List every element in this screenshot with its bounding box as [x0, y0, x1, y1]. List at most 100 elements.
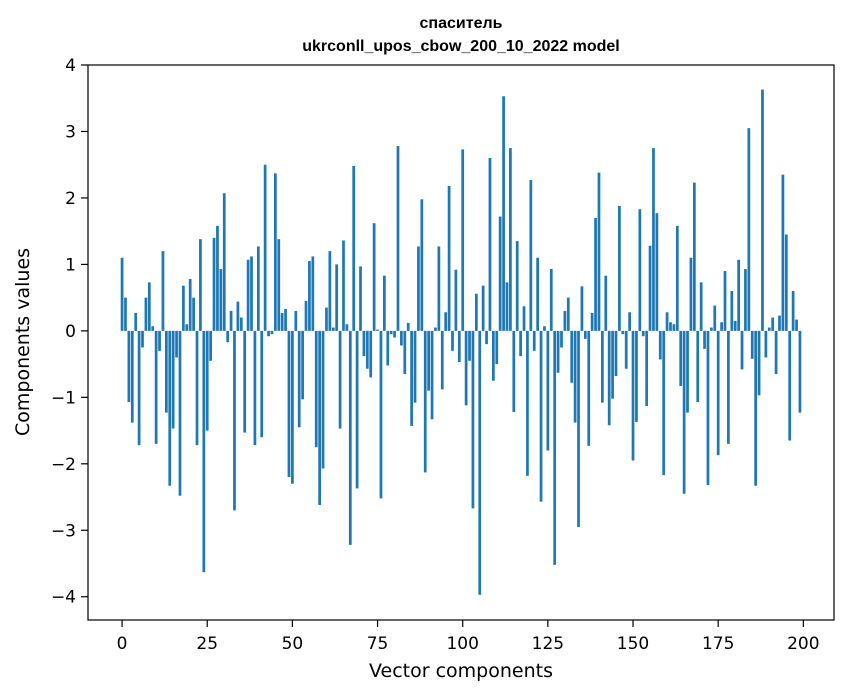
y-tick-label-1: 1	[65, 255, 76, 275]
bar-130	[563, 310, 567, 331]
bar-119	[526, 330, 529, 476]
bar-36	[243, 330, 247, 433]
bar-25	[205, 330, 209, 431]
bar-16	[175, 330, 178, 358]
bar-164	[679, 330, 683, 387]
bar-103	[471, 330, 475, 509]
bar-168	[692, 182, 696, 331]
bar-108	[488, 158, 492, 331]
bar-167	[689, 257, 693, 331]
bar-146	[618, 205, 621, 331]
x-axis-label: Vector components	[369, 660, 553, 682]
bar-63	[335, 264, 339, 331]
bar-144	[611, 330, 614, 399]
bar-115	[512, 330, 516, 412]
bar-100	[461, 149, 465, 331]
bar-188	[761, 89, 764, 331]
x-tick-label-150: 150	[617, 634, 649, 654]
bar-196	[788, 330, 792, 441]
bar-49	[287, 330, 291, 478]
bar-5	[137, 330, 141, 446]
bar-197	[791, 290, 795, 331]
bar-122	[536, 257, 540, 331]
bar-109	[492, 330, 495, 381]
bar-172	[706, 330, 710, 486]
bar-151	[635, 330, 638, 422]
bar-123	[539, 330, 543, 502]
bar-85	[410, 330, 413, 426]
bar-44	[270, 330, 274, 335]
bar-78	[386, 330, 390, 366]
bar-20	[188, 279, 192, 331]
bar-198	[795, 319, 798, 331]
x-tick-label-100: 100	[446, 634, 478, 654]
bar-157	[655, 213, 659, 331]
bar-170	[699, 282, 703, 331]
bar-17	[178, 330, 182, 496]
bar-139	[594, 217, 597, 331]
bar-129	[560, 330, 563, 348]
bar-39	[253, 330, 257, 446]
bar-120	[529, 179, 533, 331]
bar-73	[369, 330, 373, 378]
x-tick-label-175: 175	[702, 634, 734, 654]
bar-148	[624, 330, 628, 369]
bar-7	[144, 297, 148, 331]
bar-199	[798, 330, 802, 413]
bar-4	[134, 312, 138, 331]
x-tick-label-0: 0	[117, 634, 128, 654]
bar-121	[532, 330, 536, 351]
bar-87	[417, 246, 420, 331]
bar-2	[127, 330, 131, 402]
bar-70	[359, 266, 362, 331]
bar-76	[379, 330, 383, 499]
bar-132	[570, 330, 574, 383]
bar-166	[686, 330, 689, 413]
bar-149	[628, 312, 631, 331]
bar-143	[607, 330, 611, 426]
bar-10	[154, 330, 158, 444]
bar-186	[754, 330, 758, 486]
bar-191	[771, 317, 775, 331]
bar-193	[778, 315, 781, 331]
bar-79	[389, 330, 393, 335]
chart-title: спаситель	[420, 15, 503, 32]
bar-138	[590, 312, 594, 331]
bar-9	[151, 326, 155, 331]
bar-40	[256, 246, 260, 331]
bar-14	[168, 330, 172, 486]
y-axis-ticks: −4 −3 −2 −1 0 1 2 3 4	[51, 56, 88, 608]
bar-15	[171, 330, 175, 429]
bar-176	[720, 322, 723, 331]
bar-3	[130, 330, 134, 423]
bar-69	[355, 330, 359, 489]
bar-182	[740, 330, 744, 370]
bar-6	[141, 330, 144, 348]
bar-114	[509, 148, 512, 331]
bar-48	[284, 308, 287, 331]
bar-23	[199, 239, 202, 331]
bar-187	[757, 330, 761, 396]
bar-179	[730, 290, 734, 331]
x-tick-label-25: 25	[196, 634, 218, 654]
bar-118	[522, 306, 526, 331]
bar-95	[444, 312, 448, 331]
bar-74	[372, 223, 376, 331]
bar-142	[604, 275, 608, 331]
bar-12	[161, 251, 165, 331]
bar-71	[362, 330, 366, 357]
bar-30	[222, 193, 226, 331]
plot-frame	[87, 64, 835, 621]
bar-137	[587, 330, 591, 446]
y-tick-label-4: 4	[65, 56, 76, 76]
bar-133	[573, 330, 577, 423]
bar-32	[229, 310, 233, 331]
bar-189	[764, 330, 768, 358]
bar-158	[658, 330, 662, 360]
bar-104	[474, 293, 478, 331]
bar-58	[318, 330, 321, 506]
bar-57	[314, 330, 318, 448]
bar-81	[396, 146, 400, 331]
x-tick-label-125: 125	[532, 634, 564, 654]
y-tick-label-3: 3	[65, 122, 76, 142]
